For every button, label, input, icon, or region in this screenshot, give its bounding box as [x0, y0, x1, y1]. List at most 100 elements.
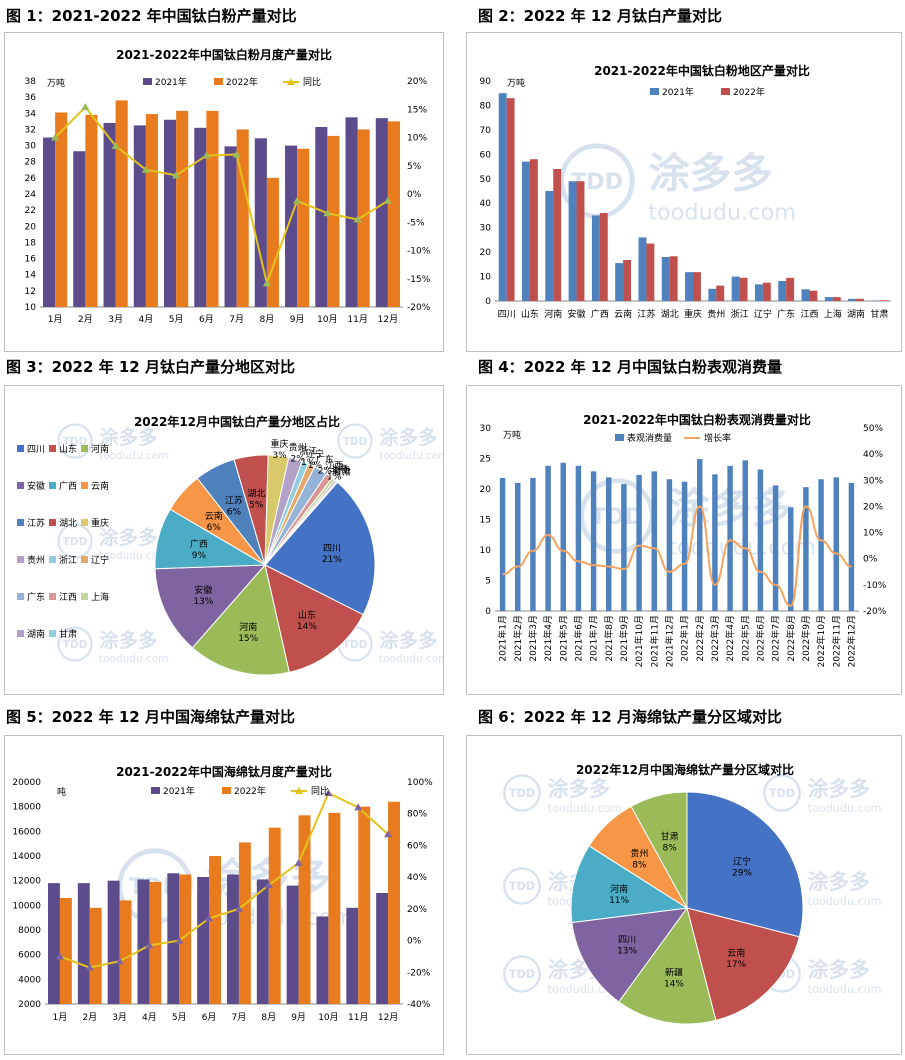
legend-swatch: [81, 445, 88, 452]
watermark-brand: 涂多多: [808, 870, 871, 894]
bar-consumption: [788, 507, 794, 611]
y-tick-label: 80: [480, 101, 492, 111]
bar-2022: [236, 129, 249, 307]
bar-2021: [133, 125, 146, 308]
pie-label-value: 21%: [322, 555, 342, 565]
x-tick-label: 浙江: [731, 308, 749, 320]
y-tick-label: 10: [480, 546, 492, 556]
legend-label: 湖北: [59, 518, 77, 529]
x-tick-label: 2022年3月: [709, 615, 721, 662]
bar-2021: [685, 272, 693, 301]
pie-slice: [264, 564, 364, 673]
y-tick-label: 38: [25, 77, 37, 87]
point-yoy: [324, 789, 333, 797]
bar-2021: [285, 145, 298, 307]
x-tick-label: 9月: [291, 1012, 306, 1023]
y-tick-label: 40: [480, 199, 492, 209]
chart-panel-fig4: TDD涂多多toodudu.com2021-2022年中国钛白粉表观消费量对比万…: [466, 385, 902, 695]
legend-marker: [287, 78, 295, 85]
y2-tick-label: 0%: [407, 937, 422, 947]
bar-2021: [254, 138, 267, 307]
watermark-logo-icon: [337, 423, 373, 459]
bar-2021: [801, 289, 810, 301]
watermark-logo-text: TDD: [343, 436, 368, 448]
bar-2022: [268, 827, 281, 1004]
legend-label: 安徽: [27, 480, 45, 492]
y2-tick-label: -5%: [407, 218, 425, 228]
watermark-brand: 涂多多: [99, 426, 158, 449]
pie-label-value: 9%: [192, 551, 207, 561]
x-tick-label: 2021年8月: [603, 615, 615, 662]
x-tick-label: 云南: [614, 308, 632, 320]
bar-2021: [256, 879, 269, 1004]
legend-swatch: [81, 519, 88, 526]
pie-label-value: 15%: [238, 634, 258, 644]
pie-label-value: 13%: [193, 597, 213, 607]
bar-2021: [661, 257, 670, 301]
y-tick-label: 26: [25, 174, 37, 184]
legend-label: 重庆: [91, 517, 109, 529]
caption-fig3: 图 3：2022 年 12 月钛白产量分地区对比: [6, 358, 295, 376]
watermark-site: toodudu.com: [99, 450, 168, 462]
legend-label: 2022年: [226, 76, 258, 88]
bar-2022: [879, 300, 888, 301]
x-tick-label: 2月: [78, 314, 93, 325]
bar-2022: [266, 177, 279, 307]
legend-swatch: [49, 556, 56, 563]
pie-label-name: 重庆: [270, 438, 288, 450]
x-tick-label: 8月: [260, 314, 275, 325]
pie-label-name: 江西: [325, 460, 343, 471]
bar-consumption: [621, 484, 627, 611]
chart-title: 2021-2022年中国钛白粉月度产量对比: [116, 47, 332, 62]
legend-swatch: [214, 78, 223, 85]
legend-label: 江苏: [27, 517, 45, 529]
line-yoy: [54, 105, 389, 287]
x-tick-label: 2022年11月: [830, 615, 842, 667]
pie-label-value: 17%: [726, 960, 746, 970]
point-yoy: [234, 904, 243, 912]
pie-label-name: 甘肃: [661, 831, 679, 843]
bar-2022: [89, 907, 102, 1004]
pie-label-name: 广东: [316, 453, 334, 465]
pie-label-value: 13%: [617, 946, 637, 956]
point-yoy: [145, 941, 154, 949]
pie-label-name: 甘肃: [333, 466, 351, 478]
bar-2021: [591, 215, 600, 301]
bar-2021: [708, 288, 717, 301]
pie-label-value: 1%: [327, 472, 342, 482]
chart-panel-fig3: 2022年12月中国钛白产量分地区占比 TDD 涂多多 toodudu.com TDD 涂…: [4, 385, 444, 695]
pie-label-name: 安徽: [194, 584, 212, 596]
x-tick-label: 5月: [172, 1012, 187, 1023]
x-tick-label: 9月: [290, 314, 305, 325]
caption-fig4: 图 4：2022 年 12 月中国钛白粉表观消费量: [478, 358, 782, 376]
line-yoy: [59, 791, 389, 969]
pie-label-name: 贵州: [630, 847, 648, 859]
y-tick-label: 18000: [12, 803, 41, 813]
point-yoy: [323, 209, 332, 217]
chart-panel-fig1: 2021-2022年中国钛白粉月度产量对比 万吨 10 12 14 16 18 20 22 24 2…: [4, 32, 444, 352]
y2-tick-label: -10%: [407, 247, 431, 257]
legend-label: 2021年: [662, 86, 694, 98]
watermark-logo-icon: [763, 774, 801, 812]
y2-tick-label: -20%: [863, 607, 887, 617]
bar-2021: [107, 880, 120, 1004]
legend-label: 同比: [311, 785, 329, 797]
bar-2021: [43, 137, 56, 307]
watermark-site: toodudu.com: [548, 802, 622, 815]
y2-tick-label: 20%: [863, 502, 883, 512]
x-tick-label: 山东: [521, 308, 539, 320]
watermark-logo-icon: [57, 626, 93, 662]
bar-2022: [59, 897, 72, 1004]
bar-2022: [119, 900, 132, 1004]
pie-slice: [686, 791, 804, 938]
bar-2021: [568, 181, 577, 301]
watermark-logo-text: TDD: [769, 787, 795, 800]
chart-title: 2022年12月中国海绵钛产量分区域对比: [576, 762, 794, 777]
x-tick-label: 2022年12月: [845, 615, 857, 667]
y-tick-label: 70: [480, 126, 492, 136]
pie-label-value: 8%: [663, 844, 678, 854]
pie-label-value: 14%: [297, 622, 317, 632]
point-yoy: [262, 279, 271, 287]
y-tick-label: 0: [485, 607, 491, 617]
legend-swatch: [650, 88, 659, 95]
